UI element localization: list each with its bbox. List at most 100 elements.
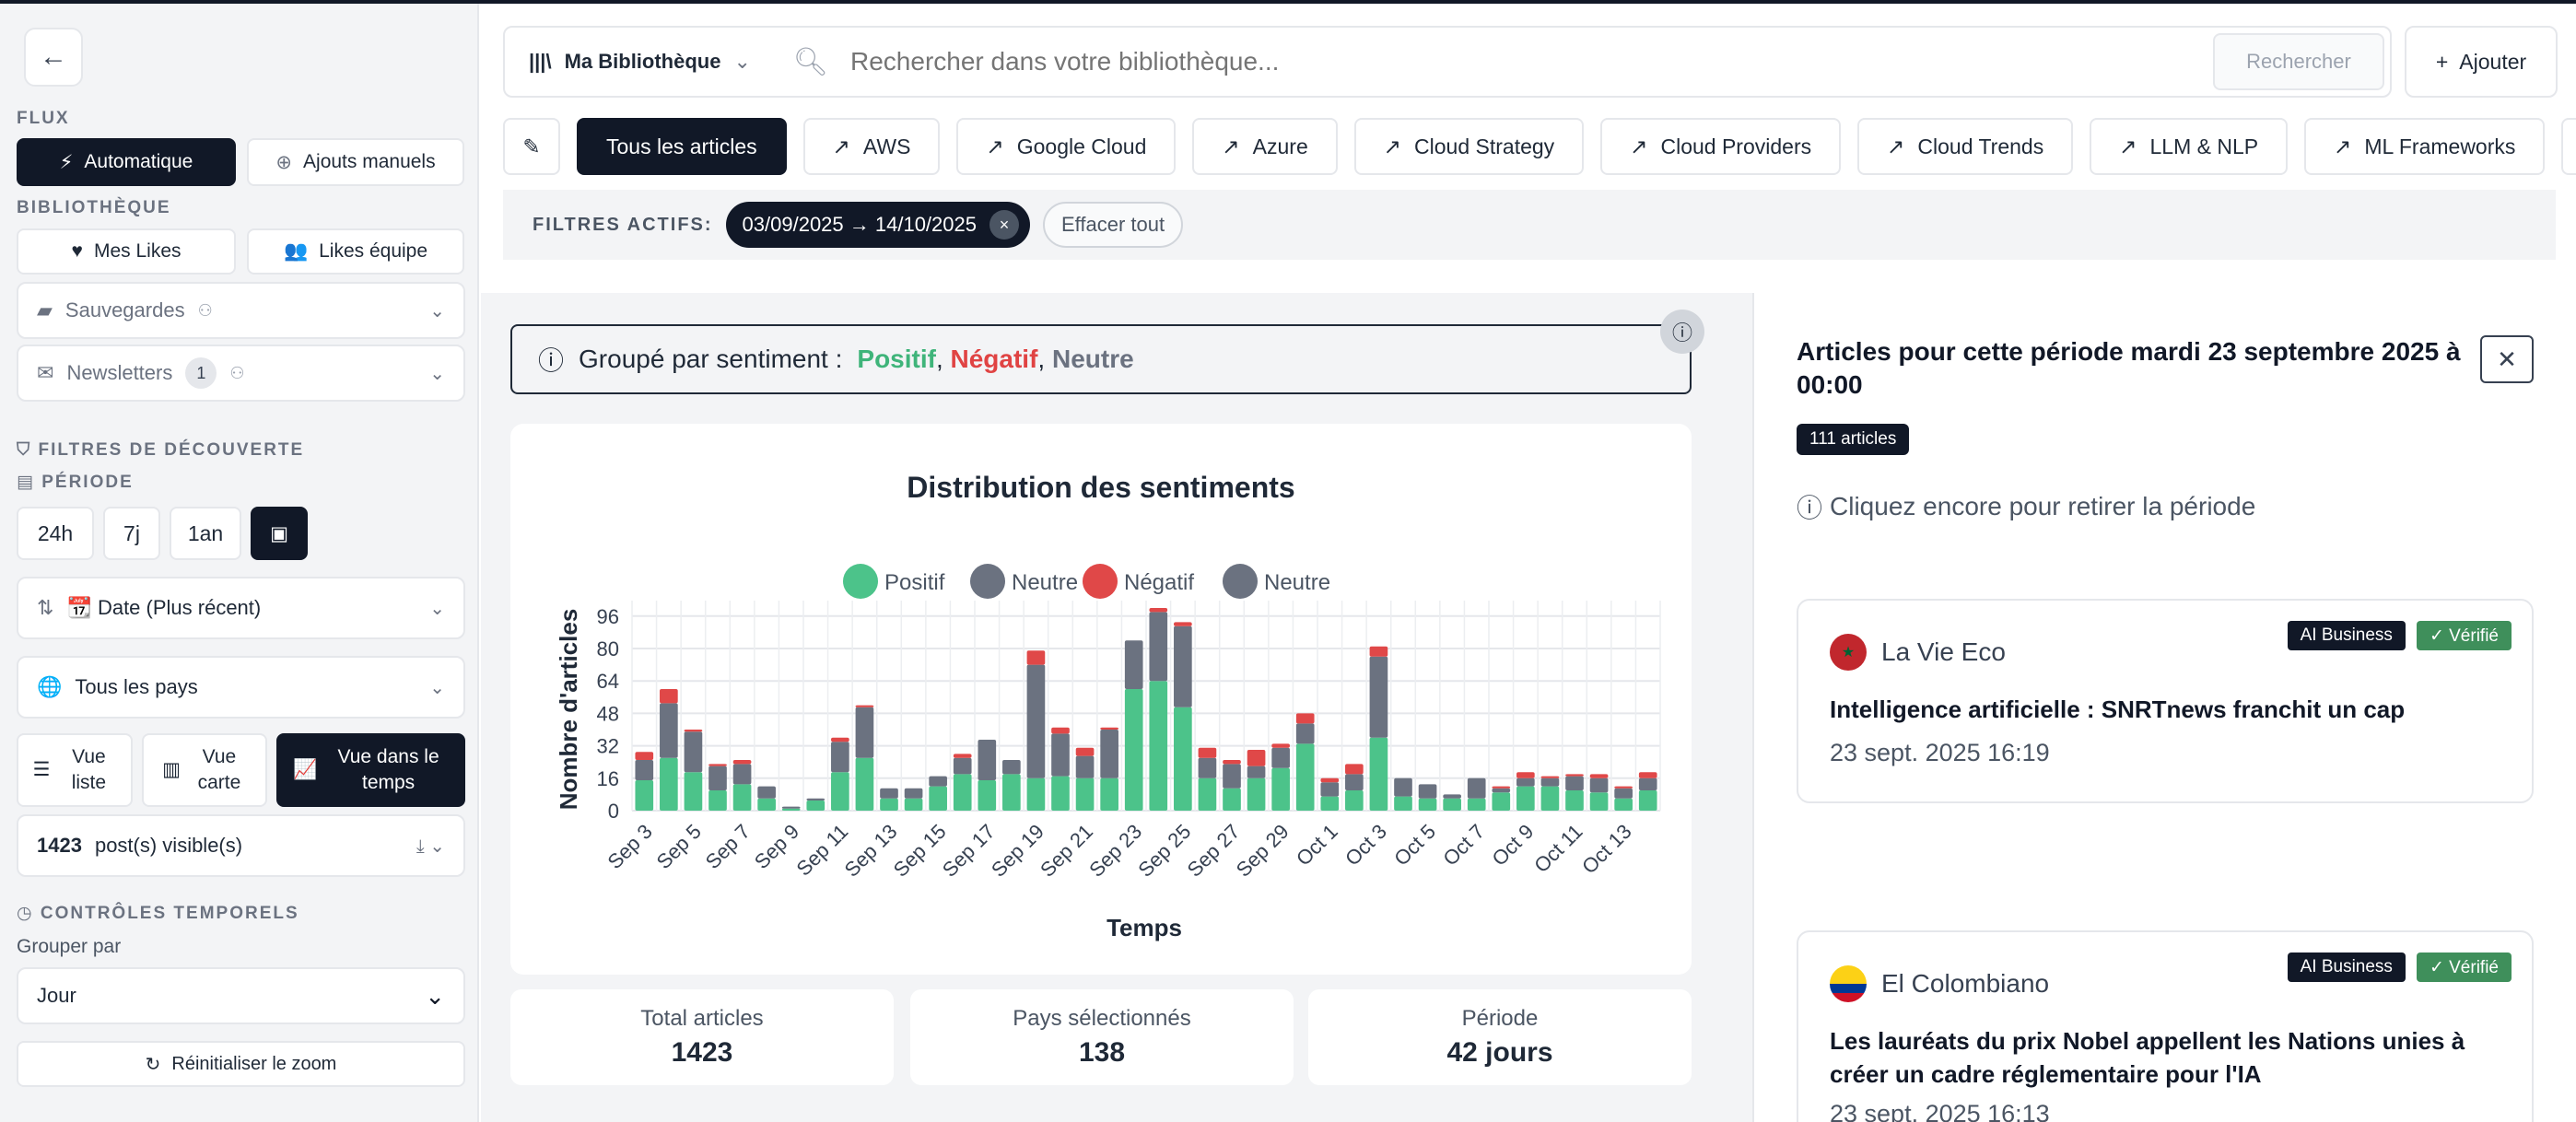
chevron-down-icon: ⌄	[425, 981, 445, 1010]
sentiment-chart[interactable]: Distribution des sentiments Positif Neutre…	[510, 424, 1692, 975]
period-24h-button[interactable]: 24h	[17, 507, 94, 560]
list-icon: ☰	[32, 759, 51, 780]
legend-marker	[970, 564, 1005, 599]
tab-aws[interactable]: ↗ AWS	[802, 118, 941, 175]
tab-cloud-providers[interactable]: ↗ Cloud Providers	[1600, 118, 1842, 175]
saves-dropdown[interactable]: ▰ Sauvegardes ⚇ ⌄	[17, 282, 465, 339]
bar-segment	[1075, 755, 1095, 778]
bar-segment	[1369, 646, 1388, 657]
view-map-button[interactable]: ▥ Vue carte	[142, 733, 267, 807]
chevron-down-icon: ⌄	[429, 677, 445, 698]
reset-zoom-button[interactable]: ↻ Réinitialiser le zoom	[17, 1041, 465, 1087]
tab-cloud-trends[interactable]: ↗ Cloud Trends	[1857, 118, 2074, 175]
article-card[interactable]: El Colombiano AI Business ✓ Vérifié Les …	[1797, 930, 2534, 1122]
group-by-label: Grouper par	[17, 936, 122, 957]
back-button[interactable]: ←	[24, 28, 83, 87]
heart-icon: ♥	[71, 240, 83, 262]
view-timeline-button[interactable]: 📈 Vue dans le temps	[276, 733, 465, 807]
sort-dropdown[interactable]: ⇅ 📆 Date (Plus récent) ⌄	[17, 577, 465, 639]
library-dropdown[interactable]: |||\ Ma Bibliothèque ⌄	[529, 50, 751, 73]
download-icon[interactable]: ⤓ ⌄	[416, 836, 445, 857]
x-tick-label: Sep 19	[987, 820, 1048, 882]
bar-segment	[1075, 777, 1095, 811]
article-card[interactable]: ★ La Vie Eco AI Business ✓ Vérifié Intel…	[1797, 599, 2534, 803]
my-likes-button[interactable]: ♥ Mes Likes	[17, 228, 236, 275]
period-7d-button[interactable]: 7j	[103, 507, 160, 560]
tab-azure[interactable]: ↗ Azure	[1192, 118, 1338, 175]
tab-google-cloud[interactable]: ↗ Google Cloud	[956, 118, 1177, 175]
trending-icon: ↗	[1383, 134, 1402, 158]
bar-segment	[1174, 622, 1192, 626]
custom-period-button[interactable]: ▣	[251, 507, 308, 560]
bar-segment	[1369, 656, 1388, 738]
bar-segment	[929, 786, 947, 811]
stat-period: Période 42 jours	[1308, 989, 1692, 1085]
flux-label: FLUX	[17, 109, 70, 128]
panel-title: Articles pour cette période mardi 23 sep…	[1797, 337, 2461, 399]
grouping-banner: ⓘ Groupé par sentiment : Positif, Négati…	[510, 324, 1692, 394]
bar-segment	[855, 757, 874, 811]
article-title[interactable]: Intelligence artificielle : SNRTnews fra…	[1830, 695, 2406, 723]
bar-segment	[660, 703, 678, 758]
bar-segment	[904, 788, 923, 799]
article-title[interactable]: Les lauréats du prix Nobel appellent les…	[1830, 1027, 2465, 1088]
search-button[interactable]: Rechercher	[2213, 33, 2384, 90]
bar-segment	[1540, 786, 1560, 811]
clear-all-button[interactable]: Effacer tout	[1043, 202, 1184, 248]
bar-segment	[1492, 786, 1511, 789]
add-button[interactable]: + Ajouter	[2405, 26, 2558, 98]
close-icon[interactable]: ×	[989, 210, 1019, 240]
date-range-chip[interactable]: 03/09/2025 → 14/10/2025 ×	[725, 202, 1030, 248]
bar-segment	[1540, 777, 1560, 787]
bar-segment	[1198, 777, 1217, 811]
flag-morocco-icon: ★	[1830, 634, 1867, 671]
bar-segment	[1271, 747, 1290, 768]
bar-segment	[1124, 640, 1143, 689]
bar-segment	[1051, 727, 1070, 734]
group-by-select[interactable]: Jour ⌄	[17, 967, 465, 1024]
bar-segment	[1418, 798, 1437, 811]
period-1y-button[interactable]: 1an	[170, 507, 241, 560]
bar-segment	[831, 737, 849, 742]
plus-icon: +	[2435, 49, 2449, 74]
search-input[interactable]	[850, 47, 2159, 76]
edit-tabs-button[interactable]: ✎	[503, 118, 560, 175]
folder-icon: ▰	[37, 298, 53, 321]
bar-segment	[1565, 774, 1584, 777]
article-count-badge: 111 articles	[1797, 424, 1910, 455]
tab-llm-nlp[interactable]: ↗ LLM & NLP	[2090, 118, 2289, 175]
close-panel-button[interactable]: ✕	[2480, 335, 2534, 383]
countries-dropdown[interactable]: 🌐 Tous les pays ⌄	[17, 656, 465, 719]
bar-segment	[855, 705, 874, 707]
period-hint: ⓘ Cliquez encore pour retirer la période	[1797, 488, 2255, 525]
automatic-button[interactable]: ⚡ Automatique	[17, 138, 236, 186]
bar-segment	[1247, 777, 1266, 811]
newsletters-dropdown[interactable]: ✉ Newsletters 1 ⚇ ⌄	[17, 345, 465, 402]
info-icon[interactable]: ⓘ	[1660, 310, 1704, 354]
manual-additions-button[interactable]: ⊕ Ajouts manuels	[247, 138, 464, 186]
bar-segment	[1540, 776, 1560, 778]
bar-segment	[953, 774, 972, 811]
x-tick-label: Oct 5	[1389, 820, 1440, 871]
bar-segment	[1638, 790, 1657, 811]
article-source: ★ La Vie Eco	[1830, 634, 2006, 671]
bar-segment	[978, 780, 997, 811]
tab-ml-frameworks[interactable]: ↗ ML Frameworks	[2304, 118, 2546, 175]
x-tick-label: Sep 11	[792, 820, 853, 881]
view-list-button[interactable]: ☰ Vue liste	[17, 733, 133, 807]
tab-cloud-strategy[interactable]: ↗ Cloud Strategy	[1353, 118, 1585, 175]
team-likes-button[interactable]: 👥 Likes équipe	[247, 228, 464, 275]
bar-segment	[1075, 747, 1095, 756]
x-axis-label: Temps	[1107, 914, 1182, 941]
tab-all-articles[interactable]: Tous les articles	[577, 118, 787, 175]
bar-segment	[732, 760, 752, 765]
bar-segment	[831, 742, 849, 773]
active-filters-bar: FILTRES ACTIFS: 03/09/2025 → 14/10/2025 …	[503, 190, 2556, 260]
tab-more[interactable]: ↗	[2561, 118, 2576, 175]
shared-icon: ⚇	[229, 363, 245, 382]
trending-icon: ↗	[2334, 134, 2352, 158]
bar-segment	[1149, 681, 1168, 811]
bar-segment	[732, 784, 752, 811]
plus-circle-icon: ⊕	[275, 151, 293, 173]
x-tick-label: Sep 15	[889, 820, 951, 882]
